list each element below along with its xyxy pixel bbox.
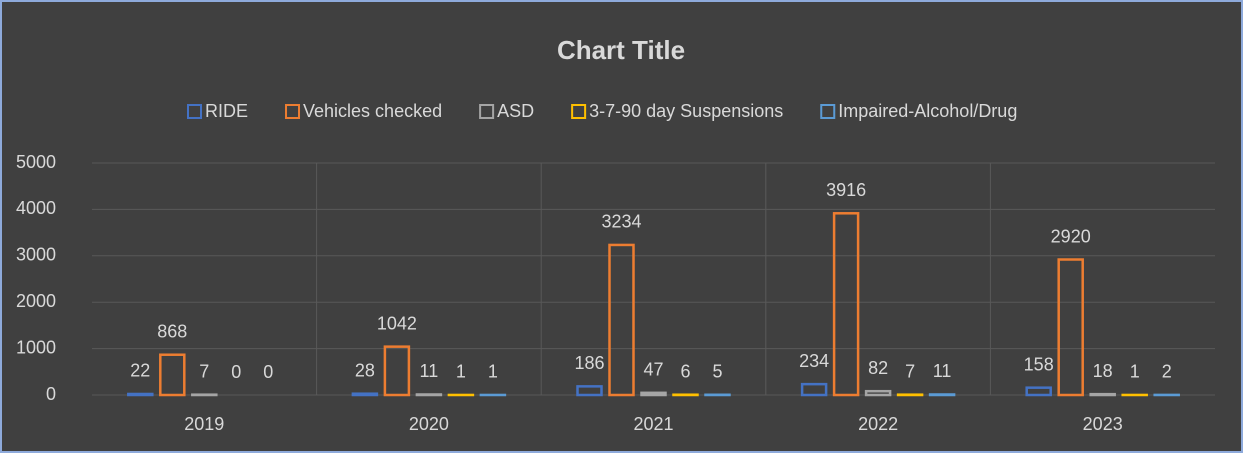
bar (832, 212, 860, 397)
data-label: 158 (1024, 354, 1054, 374)
data-label: 3234 (601, 212, 641, 232)
data-label: 11 (933, 361, 952, 381)
bar (928, 393, 956, 397)
data-label: 11 (420, 361, 439, 381)
legend-marker (820, 104, 836, 119)
y-tick-label: 5000 (16, 152, 56, 172)
x-tick-label: 2022 (858, 414, 898, 434)
legend-label: ASD (497, 101, 534, 121)
data-label: 234 (799, 351, 829, 371)
data-label: 7 (199, 361, 209, 381)
legend-marker (479, 104, 495, 119)
data-label: 0 (263, 362, 273, 382)
data-label: 186 (574, 353, 604, 373)
bar (415, 393, 443, 397)
legend-label: Impaired-Alcohol/Drug (838, 101, 1017, 121)
x-tick-label: 2020 (409, 414, 449, 434)
bar (351, 392, 379, 397)
bar (383, 345, 411, 397)
data-label: 1 (456, 362, 466, 382)
legend-label: RIDE (205, 101, 248, 121)
y-tick-label: 2000 (16, 291, 56, 311)
y-tick-label: 4000 (16, 198, 56, 218)
bar (1089, 392, 1116, 397)
bar (576, 385, 603, 397)
chart-title: Chart Title (557, 35, 685, 65)
legend-marker (187, 104, 202, 119)
data-label: 1042 (377, 313, 417, 333)
x-tick-label: 2023 (1083, 414, 1123, 434)
data-label: 18 (1093, 361, 1113, 381)
data-label: 2 (1162, 362, 1172, 382)
bar (864, 389, 892, 397)
legend-marker (571, 104, 587, 119)
legend-marker (285, 104, 301, 119)
legend-label: 3-7-90 day Suspensions (589, 101, 783, 121)
data-label: 1 (488, 362, 498, 382)
data-label: 868 (157, 321, 187, 341)
data-label: 0 (231, 362, 241, 382)
bar (640, 391, 667, 397)
bar (159, 353, 186, 397)
data-label: 7 (905, 361, 915, 381)
data-label: 82 (868, 358, 888, 378)
bar (127, 392, 154, 397)
data-label: 5 (712, 362, 722, 382)
data-label: 2920 (1051, 226, 1091, 246)
x-tick-label: 2019 (184, 414, 224, 434)
y-tick-label: 0 (46, 384, 56, 404)
x-tick-label: 2021 (633, 414, 673, 434)
legend-label: Vehicles checked (303, 101, 442, 121)
data-label: 3916 (826, 180, 866, 200)
bar (1025, 386, 1052, 397)
data-label: 6 (680, 361, 690, 381)
data-label: 1 (1130, 362, 1140, 382)
y-tick-label: 3000 (16, 245, 56, 265)
bar (800, 382, 828, 397)
data-label: 28 (355, 360, 375, 380)
bar (1057, 258, 1084, 397)
data-label: 22 (130, 361, 150, 381)
bar (608, 243, 635, 397)
y-tick-label: 1000 (16, 337, 56, 357)
data-label: 47 (643, 360, 663, 380)
